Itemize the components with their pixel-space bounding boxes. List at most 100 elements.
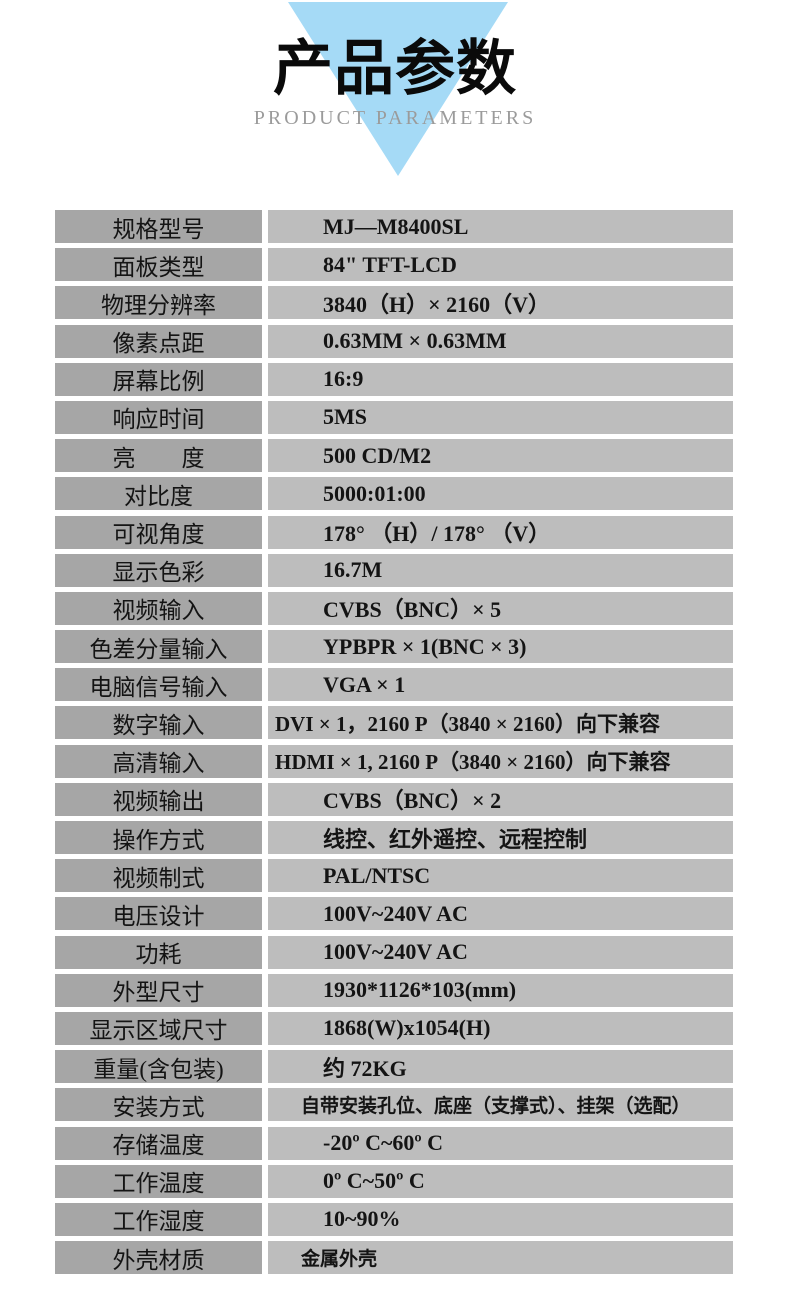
spec-value: 线控、红外遥控、远程控制 <box>268 821 733 854</box>
column-divider <box>262 706 268 740</box>
spec-value: 100V~240V AC <box>268 897 733 931</box>
spec-value: PAL/NTSC <box>268 859 733 893</box>
spec-value: YPBPR × 1(BNC × 3) <box>268 630 733 664</box>
column-divider <box>262 591 268 625</box>
column-divider <box>262 400 268 434</box>
table-row: 显示区域尺寸 1868(W)x1054(H) <box>55 1011 733 1045</box>
table-row: 安装方式 自带安装孔位、底座（支撑式）、挂架（选配） <box>55 1088 733 1122</box>
table-row: 面板类型 84" TFT-LCD <box>55 248 733 282</box>
spec-label: 屏幕比例 <box>55 362 262 396</box>
column-divider <box>262 1164 268 1198</box>
spec-label: 亮 度 <box>55 439 262 473</box>
spec-value: 100V~240V AC <box>268 935 733 969</box>
spec-label: 电脑信号输入 <box>55 668 262 702</box>
column-divider <box>262 248 268 282</box>
table-row: 功耗 100V~240V AC <box>55 935 733 969</box>
spec-value: CVBS（BNC）× 2 <box>268 782 733 816</box>
spec-label: 响应时间 <box>55 400 262 434</box>
spec-value: CVBS（BNC）× 5 <box>268 591 733 625</box>
column-divider <box>262 821 268 854</box>
table-row: 可视角度 178° （H）/ 178° （V） <box>55 515 733 549</box>
spec-label: 视频制式 <box>55 859 262 893</box>
table-row: 物理分辨率 3840（H）× 2160（V） <box>55 286 733 320</box>
spec-value: 0º C~50º C <box>268 1164 733 1198</box>
spec-label: 功耗 <box>55 935 262 969</box>
spec-value: 16:9 <box>268 362 733 396</box>
column-divider <box>262 1088 268 1122</box>
spec-label: 电压设计 <box>55 897 262 931</box>
spec-label: 对比度 <box>55 477 262 511</box>
spec-value: 5000:01:00 <box>268 477 733 511</box>
column-divider <box>262 859 268 893</box>
column-divider <box>262 630 268 664</box>
column-divider <box>262 782 268 816</box>
column-divider <box>262 973 268 1007</box>
column-divider <box>262 1241 268 1275</box>
table-row: 亮 度 500 CD/M2 <box>55 439 733 473</box>
spec-table: 规格型号 MJ—M8400SL 面板类型 84" TFT-LCD 物理分辨率 3840（H… <box>55 210 733 1279</box>
column-divider <box>262 1202 268 1236</box>
spec-label: 规格型号 <box>55 210 262 243</box>
spec-value: 500 CD/M2 <box>268 439 733 473</box>
spec-value: 16.7M <box>268 553 733 587</box>
spec-label: 视频输入 <box>55 591 262 625</box>
spec-value: VGA × 1 <box>268 668 733 702</box>
spec-label: 视频输出 <box>55 782 262 816</box>
spec-value: 1868(W)x1054(H) <box>268 1011 733 1045</box>
column-divider <box>262 1050 268 1084</box>
spec-label: 存储温度 <box>55 1126 262 1160</box>
column-divider <box>262 515 268 549</box>
table-row: 重量(含包装) 约 72KG <box>55 1050 733 1084</box>
table-row: 色差分量输入 YPBPR × 1(BNC × 3) <box>55 630 733 664</box>
column-divider <box>262 553 268 587</box>
column-divider <box>262 1011 268 1045</box>
column-divider <box>262 439 268 473</box>
table-row: 数字输入 DVI × 1，2160 P（3840 × 2160）向下兼容 <box>55 706 733 740</box>
spec-label: 外壳材质 <box>55 1241 262 1275</box>
column-divider <box>262 324 268 358</box>
table-row: 电压设计 100V~240V AC <box>55 897 733 931</box>
spec-value: 5MS <box>268 400 733 434</box>
page-title: 产品参数 <box>273 35 517 102</box>
table-row: 高清输入 HDMI × 1, 2160 P（3840 × 2160）向下兼容 <box>55 744 733 778</box>
spec-value: 178° （H）/ 178° （V） <box>268 515 733 549</box>
table-row: 操作方式 线控、红外遥控、远程控制 <box>55 821 733 854</box>
column-divider <box>262 286 268 320</box>
spec-label: 物理分辨率 <box>55 286 262 320</box>
spec-value: 84" TFT-LCD <box>268 248 733 282</box>
spec-value: HDMI × 1, 2160 P（3840 × 2160）向下兼容 <box>268 744 733 778</box>
column-divider <box>262 477 268 511</box>
column-divider <box>262 668 268 702</box>
spec-label: 工作湿度 <box>55 1202 262 1236</box>
spec-label: 数字输入 <box>55 706 262 740</box>
column-divider <box>262 210 268 243</box>
column-divider <box>262 935 268 969</box>
spec-value: 金属外壳 <box>268 1241 733 1275</box>
table-row: 像素点距 0.63MM × 0.63MM <box>55 324 733 358</box>
spec-label: 显示色彩 <box>55 553 262 587</box>
spec-label: 面板类型 <box>55 248 262 282</box>
spec-value: 约 72KG <box>268 1050 733 1084</box>
spec-label: 操作方式 <box>55 821 262 854</box>
spec-label: 工作温度 <box>55 1164 262 1198</box>
table-row: 视频输入 CVBS（BNC）× 5 <box>55 591 733 625</box>
spec-value: -20º C~60º C <box>268 1126 733 1160</box>
table-row: 响应时间 5MS <box>55 400 733 434</box>
table-row: 对比度 5000:01:00 <box>55 477 733 511</box>
table-row: 工作温度 0º C~50º C <box>55 1164 733 1198</box>
spec-value: 3840（H）× 2160（V） <box>268 286 733 320</box>
table-row: 外壳材质 金属外壳 <box>55 1241 733 1275</box>
page-subtitle: PRODUCT PARAMETERS <box>253 107 537 129</box>
spec-label: 色差分量输入 <box>55 630 262 664</box>
spec-label: 外型尺寸 <box>55 973 262 1007</box>
column-divider <box>262 897 268 931</box>
table-row: 规格型号 MJ—M8400SL <box>55 210 733 243</box>
spec-label: 安装方式 <box>55 1088 262 1122</box>
spec-label: 可视角度 <box>55 515 262 549</box>
table-row: 显示色彩 16.7M <box>55 553 733 587</box>
spec-value: DVI × 1，2160 P（3840 × 2160）向下兼容 <box>268 706 733 740</box>
table-row: 屏幕比例 16:9 <box>55 362 733 396</box>
page-header: 产品参数 PRODUCT PARAMETERS <box>0 0 790 205</box>
column-divider <box>262 1126 268 1160</box>
